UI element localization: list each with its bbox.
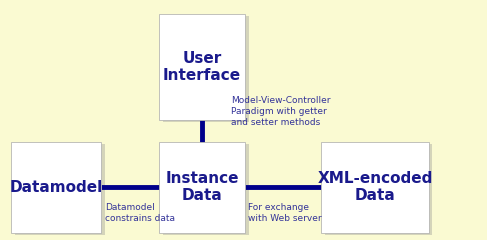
Text: Datamodel: Datamodel — [9, 180, 103, 195]
FancyBboxPatch shape — [160, 14, 244, 120]
FancyBboxPatch shape — [160, 142, 244, 233]
Text: XML-encoded
Data: XML-encoded Data — [318, 171, 432, 204]
Text: Instance
Data: Instance Data — [166, 171, 239, 204]
Text: Model-View-Controller
Paradigm with getter
and setter methods: Model-View-Controller Paradigm with gett… — [231, 96, 331, 127]
Text: For exchange
with Web server: For exchange with Web server — [248, 203, 322, 223]
FancyBboxPatch shape — [15, 144, 105, 235]
Text: User
Interface: User Interface — [163, 51, 241, 84]
FancyBboxPatch shape — [325, 144, 432, 235]
FancyBboxPatch shape — [164, 144, 248, 235]
Text: Datamodel
constrains data: Datamodel constrains data — [105, 203, 175, 223]
FancyBboxPatch shape — [321, 142, 429, 233]
FancyBboxPatch shape — [164, 16, 248, 122]
FancyBboxPatch shape — [11, 142, 101, 233]
